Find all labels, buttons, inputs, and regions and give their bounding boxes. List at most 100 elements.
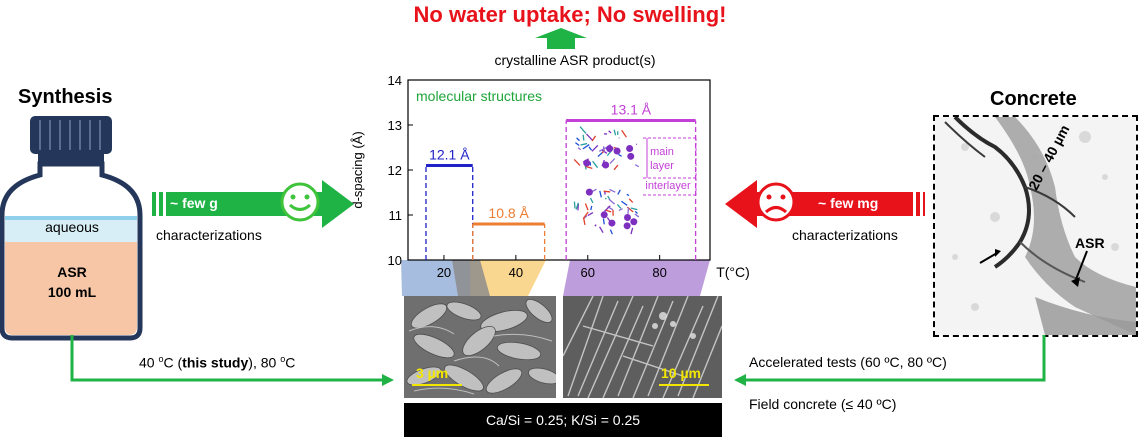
molecule-bond bbox=[603, 190, 611, 193]
molecular-structure-image bbox=[573, 126, 640, 235]
structure-interlayer-label: interlayer bbox=[645, 180, 691, 192]
molecule-atom bbox=[613, 147, 621, 155]
molecule-bond bbox=[582, 143, 590, 150]
series-value-label: 13.1 Å bbox=[611, 102, 652, 118]
sem-image-left: 3 µm bbox=[404, 296, 556, 398]
molecule-bond bbox=[609, 229, 613, 235]
molecule-bond bbox=[577, 147, 582, 151]
bottle-icon bbox=[0, 116, 143, 341]
field-concrete-label: Field concrete (≤ 40 ºC) bbox=[749, 396, 897, 412]
molecule-bond bbox=[634, 210, 638, 215]
molecule-atom bbox=[583, 159, 591, 167]
x-tick-label: 40 bbox=[509, 265, 523, 280]
molecule-bond bbox=[604, 205, 611, 212]
characterizations-left: characterizations bbox=[156, 227, 262, 243]
bottle-asr-label: ASR bbox=[57, 264, 87, 280]
molecule-bond bbox=[634, 213, 640, 218]
bottle-aqueous-label: aqueous bbox=[45, 219, 99, 235]
y-tick-label: 12 bbox=[388, 163, 402, 178]
molecule-bond bbox=[589, 197, 594, 204]
projection-blue bbox=[401, 260, 470, 296]
molecule-bond bbox=[584, 165, 587, 170]
molecule-bond bbox=[598, 147, 607, 152]
headline: No water uptake; No swelling! bbox=[413, 2, 727, 27]
molecule-bond bbox=[579, 126, 587, 134]
molecule-bond bbox=[630, 207, 638, 211]
structure-main-label: main bbox=[650, 146, 674, 158]
molecule-bond bbox=[609, 158, 616, 165]
structure-layer-label: layer bbox=[650, 160, 674, 172]
y-tick-label: 14 bbox=[388, 73, 402, 88]
molecule-bond bbox=[573, 158, 581, 166]
molecule-atom bbox=[602, 161, 610, 169]
molecule-bond bbox=[608, 198, 616, 205]
synthesis-title: Synthesis bbox=[18, 86, 113, 108]
accelerated-tests-label: Accelerated tests (60 ºC, 80 ºC) bbox=[749, 354, 947, 370]
molecule-bond bbox=[573, 201, 576, 209]
molecule-bond bbox=[602, 218, 605, 225]
y-tick-label: 13 bbox=[388, 118, 402, 133]
molecule-atom bbox=[624, 214, 632, 222]
left-flow-arrow-icon bbox=[70, 335, 394, 386]
x-tick-label: 80 bbox=[652, 265, 666, 280]
molecule-bond bbox=[592, 160, 599, 169]
concrete-title: Concrete bbox=[990, 88, 1077, 110]
y-axis-label: d-spacing (Å) bbox=[350, 131, 365, 208]
molecule-bond bbox=[608, 130, 612, 134]
sem-needles-picture bbox=[563, 296, 722, 398]
y-tick-label: 11 bbox=[389, 208, 403, 223]
molecule-bond bbox=[609, 188, 616, 193]
molecule-atom bbox=[627, 152, 635, 160]
molecule-bond bbox=[587, 212, 594, 217]
molecule-bond bbox=[613, 164, 619, 171]
molecule-bond bbox=[621, 129, 627, 138]
molecule-bond bbox=[582, 211, 589, 219]
molecule-atom bbox=[608, 219, 616, 227]
molecule-bond bbox=[628, 198, 634, 203]
composition-bar: Ca/Si = 0.25; K/Si = 0.25 bbox=[404, 403, 722, 437]
molecule-bond bbox=[594, 224, 597, 227]
molecule-bond bbox=[634, 164, 640, 168]
projection-purple bbox=[563, 260, 710, 296]
concrete-image: 20 – 40 µm ASR bbox=[933, 115, 1138, 337]
molecule-bond bbox=[576, 137, 580, 142]
sem-right-scale-label: 10 µm bbox=[661, 365, 701, 381]
molecule-bond bbox=[588, 146, 593, 151]
molecule-bond bbox=[613, 129, 617, 136]
molecule-atom bbox=[623, 222, 631, 230]
molecule-bond bbox=[630, 227, 634, 235]
up-arrow-icon bbox=[535, 28, 587, 49]
molecule-bond bbox=[585, 133, 594, 141]
sem-left-scale-label: 3 µm bbox=[416, 365, 449, 381]
molecule-bond bbox=[582, 134, 585, 141]
molecule-bond bbox=[591, 135, 597, 142]
molecule-bond bbox=[617, 189, 621, 195]
molecule-bond bbox=[618, 208, 623, 212]
molecule-bond bbox=[591, 144, 599, 152]
molecule-bond bbox=[574, 142, 580, 147]
projection-overlap bbox=[452, 260, 490, 296]
molecule-bond bbox=[599, 190, 602, 198]
molecule-bond bbox=[626, 193, 630, 197]
molecule-atom bbox=[606, 145, 614, 153]
molecule-bond bbox=[583, 218, 586, 226]
few-mg-label: ~ few mg bbox=[818, 195, 879, 211]
molecule-bond bbox=[616, 204, 622, 209]
molecule-bond bbox=[580, 142, 588, 146]
molecule-bond bbox=[618, 153, 622, 157]
molecule-bond bbox=[585, 165, 593, 169]
molecule-bond bbox=[590, 205, 593, 211]
x-axis-label: T(°C) bbox=[716, 264, 750, 280]
series-value-label: 12.1 Å bbox=[429, 147, 470, 163]
molecule-bond bbox=[602, 146, 605, 153]
y-tick-label: 10 bbox=[388, 253, 402, 268]
molecule-atom bbox=[585, 188, 593, 196]
temperature-note-left: 40 oC (this study), 80 oC bbox=[139, 354, 296, 371]
molecule-atom bbox=[626, 144, 634, 152]
projection-orange bbox=[470, 260, 546, 296]
crystalline-product-label: crystalline ASR product(s) bbox=[494, 52, 656, 68]
molecule-bond bbox=[598, 226, 604, 234]
sem-left-scale-bar bbox=[412, 384, 462, 386]
series-value-label: 10.8 Å bbox=[488, 205, 529, 221]
